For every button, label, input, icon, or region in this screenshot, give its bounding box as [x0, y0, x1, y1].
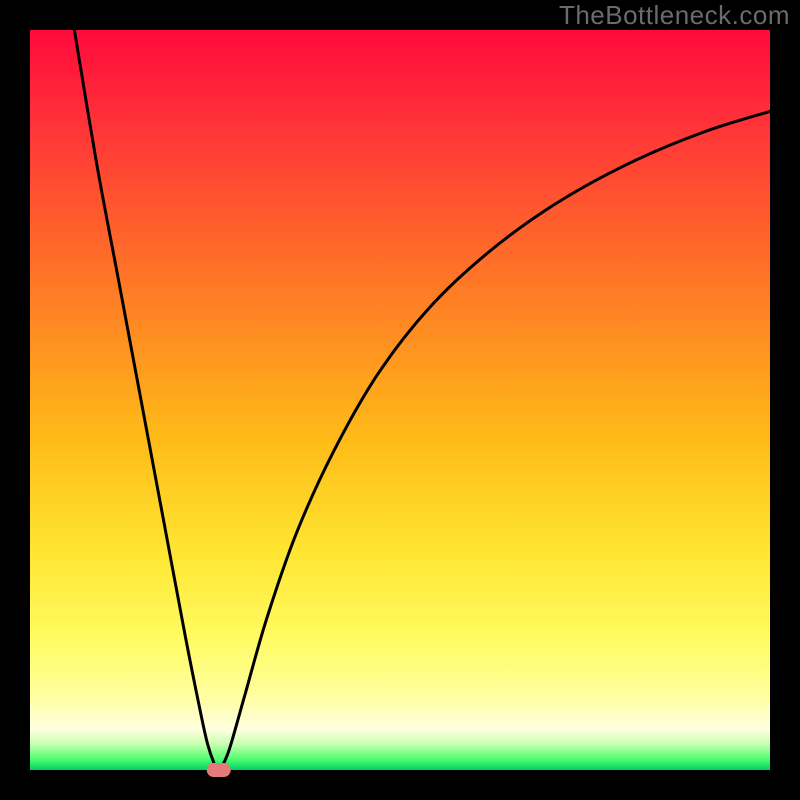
- vertex-marker: [207, 763, 231, 777]
- watermark-text: TheBottleneck.com: [559, 0, 790, 31]
- chart-container: { "watermark": { "text": "TheBottleneck.…: [0, 0, 800, 800]
- bottleneck-chart: [0, 0, 800, 800]
